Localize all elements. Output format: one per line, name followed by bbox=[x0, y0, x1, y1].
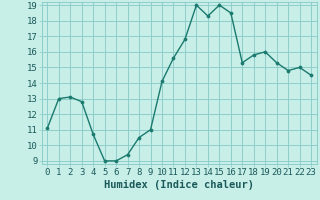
X-axis label: Humidex (Indice chaleur): Humidex (Indice chaleur) bbox=[104, 180, 254, 190]
